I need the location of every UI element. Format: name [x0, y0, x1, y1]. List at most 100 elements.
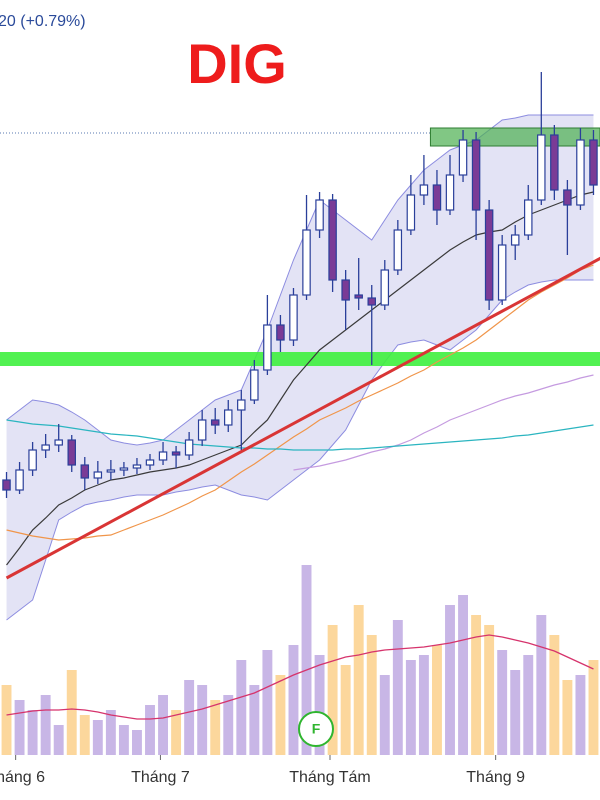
- volume-bar: [1, 685, 12, 755]
- moving-average: [6, 191, 594, 566]
- candle-body: [237, 399, 246, 411]
- volume-bar: [210, 700, 221, 755]
- volume-bar: [340, 665, 351, 755]
- volume-bar: [92, 720, 103, 755]
- x-tick-label: Tháng 9: [466, 769, 525, 786]
- band-upper: [6, 114, 594, 446]
- candle-body: [328, 199, 337, 281]
- volume-bar: [288, 645, 299, 755]
- candle-body: [250, 369, 259, 401]
- volume-bar: [418, 655, 429, 755]
- volume-bar: [458, 595, 468, 755]
- candle-body: [537, 134, 546, 201]
- candle-body: [119, 467, 129, 471]
- candle-body: [302, 229, 311, 296]
- x-tick-label: Tháng 6: [0, 769, 45, 786]
- volume-bar: [314, 655, 325, 755]
- candle-body: [93, 471, 103, 479]
- moving-average: [293, 374, 594, 471]
- candle-body: [484, 209, 494, 301]
- volume-bar: [184, 680, 195, 755]
- volume-bar: [366, 635, 377, 755]
- volume-bar: [66, 670, 77, 755]
- candle-body: [393, 229, 403, 271]
- candle-body: [197, 419, 207, 441]
- volume-bar: [301, 565, 312, 755]
- trendline: [5, 256, 600, 580]
- volume-bar: [223, 695, 234, 755]
- candle-body: [80, 464, 90, 479]
- volume-bar: [471, 615, 482, 755]
- volume-bar: [197, 685, 208, 755]
- candle-body: [458, 139, 468, 176]
- candle-body: [15, 469, 24, 491]
- candle-body: [432, 184, 442, 211]
- candle-body: [445, 174, 455, 211]
- candle-body: [41, 444, 50, 451]
- volume-bar: [549, 635, 560, 755]
- candle-body: [2, 479, 11, 491]
- volume-bar: [445, 605, 455, 755]
- candle-body: [263, 324, 272, 371]
- volume-bar: [79, 715, 90, 755]
- candle-body: [406, 194, 416, 231]
- volume-bar: [118, 725, 129, 755]
- volume-bar: [236, 660, 247, 755]
- candle-body: [224, 409, 233, 426]
- volume-bar: [405, 660, 416, 755]
- volume-bar: [523, 655, 534, 755]
- volume-bar: [158, 695, 168, 755]
- x-tick-label: Tháng 7: [131, 769, 190, 786]
- moving-average: [6, 264, 594, 541]
- candle-body: [524, 199, 533, 236]
- candle-body: [276, 324, 285, 341]
- resistance-zone: [429, 127, 600, 147]
- volume-bar: [275, 675, 286, 755]
- volume-bar: [40, 695, 51, 755]
- candle-body: [289, 294, 298, 341]
- candle-body: [471, 139, 481, 211]
- volume-bar: [562, 680, 573, 755]
- volume-bar: [510, 670, 521, 755]
- volume-ma: [6, 634, 594, 720]
- support-zone: [0, 352, 600, 366]
- candle-body: [341, 279, 350, 301]
- volume-bar: [327, 625, 338, 755]
- volume-bar: [27, 710, 38, 755]
- volume-bar: [249, 685, 260, 755]
- volume-bar: [132, 730, 142, 755]
- volume-bar: [432, 645, 442, 755]
- candle-body: [315, 199, 324, 231]
- candle-body: [563, 189, 572, 206]
- candle-body: [132, 464, 142, 469]
- badge: F: [312, 721, 321, 737]
- candle-body: [158, 451, 168, 461]
- x-tick-label: Tháng Tám: [289, 769, 371, 786]
- badge-circle: [298, 711, 334, 747]
- volume-bar: [53, 725, 64, 755]
- plot: Tháng 6 Tháng 7 Tháng Tám Tháng 9: [0, 72, 600, 786]
- price-change: 20 (+0.79%): [0, 13, 86, 30]
- candle-body: [54, 439, 63, 446]
- moving-average: [6, 419, 594, 451]
- volume-bar: [14, 700, 25, 755]
- candle-body: [145, 459, 155, 466]
- band-lower: [6, 279, 594, 621]
- candle-body: [28, 449, 37, 471]
- candle-body: [550, 134, 559, 191]
- volume-bar: [105, 710, 116, 755]
- volume-bar: [484, 625, 495, 755]
- candle-body: [171, 451, 181, 456]
- candle-body: [380, 269, 390, 306]
- volume-bar: [171, 710, 182, 755]
- volume-bar: [497, 650, 508, 755]
- candle-body: [184, 439, 194, 456]
- volume-bar: [575, 675, 586, 755]
- chart-title: DIG: [187, 32, 287, 95]
- candle-body: [354, 294, 363, 299]
- volume-bar: [379, 675, 390, 755]
- volume-bar: [145, 705, 155, 755]
- volume-bar: [353, 605, 364, 755]
- candle-body: [367, 297, 376, 306]
